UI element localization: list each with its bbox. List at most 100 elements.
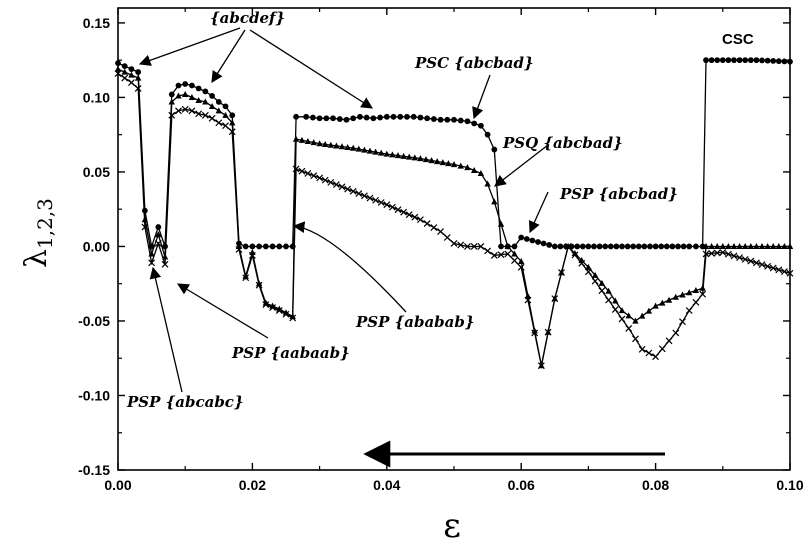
data-point (652, 353, 660, 361)
data-point (770, 58, 777, 64)
y-tick-label: 0.10 (83, 89, 110, 105)
data-point (229, 112, 236, 119)
data-point (535, 239, 541, 245)
data-point (471, 120, 478, 127)
data-point (316, 140, 323, 147)
data-point (544, 328, 552, 336)
data-point (584, 268, 592, 276)
axis-ticks: 0.00 0.02 0.04 0.06 0.08 0.10 -0.15 -0.10 -0.05 0… (78, 8, 804, 493)
data-point (753, 243, 760, 250)
data-point (134, 85, 142, 92)
data-point (222, 111, 229, 118)
data-point (731, 57, 737, 64)
annotation-arrow (528, 191, 549, 234)
data-point (255, 281, 263, 289)
data-point (736, 254, 744, 262)
x-tick-label: 0.00 (104, 477, 131, 493)
data-point (397, 113, 404, 120)
data-point (114, 70, 122, 77)
data-point (275, 307, 283, 314)
annotation-psp-ababab: PSP {ababab} (355, 313, 475, 331)
data-point (747, 243, 754, 250)
data-point (736, 243, 743, 250)
data-point (411, 154, 418, 161)
data-point (182, 81, 189, 87)
data-point (714, 57, 721, 64)
data-point (753, 57, 760, 64)
data-point (540, 240, 547, 247)
data-point (708, 249, 716, 257)
annotation-psp-abcabc: PSP {abcabc} (126, 393, 244, 411)
data-point (406, 153, 413, 160)
data-point (638, 345, 646, 353)
data-point (619, 243, 625, 250)
data-point (209, 93, 215, 99)
annotation-psp-abcbad: PSP {abcbad} (559, 185, 678, 203)
data-point (424, 115, 431, 122)
data-point (400, 152, 407, 159)
data-point (632, 335, 639, 343)
data-point (292, 165, 300, 173)
data-point (672, 293, 679, 300)
data-point (612, 297, 619, 304)
data-point (490, 251, 498, 259)
data-point (175, 92, 182, 99)
data-point (571, 250, 579, 257)
data-point (730, 252, 738, 260)
data-point (630, 243, 637, 250)
data-point (298, 136, 306, 143)
data-point (350, 115, 357, 122)
annotation-csc: CSC (722, 31, 754, 48)
data-point (665, 337, 673, 345)
data-point (764, 262, 772, 270)
data-point (719, 243, 726, 250)
data-point (591, 243, 597, 250)
data-point (235, 246, 243, 253)
data-point (175, 82, 182, 89)
data-point (332, 181, 340, 189)
data-point (195, 85, 202, 92)
data-point (304, 170, 312, 177)
data-point (708, 57, 715, 64)
data-point (195, 97, 202, 103)
data-point (752, 259, 760, 267)
data-point (155, 224, 162, 230)
data-point (780, 268, 788, 275)
data-point (470, 167, 478, 174)
data-point (457, 162, 464, 169)
data-point (585, 243, 592, 250)
data-point (366, 194, 374, 202)
annotation-psc-abcbad: PSC {abcbad} (414, 54, 534, 72)
y-tick-label: 0.15 (83, 15, 110, 31)
data-point (303, 113, 310, 120)
data-point (121, 68, 128, 75)
data-point (310, 139, 317, 146)
data-point (444, 116, 451, 123)
data-point (759, 57, 765, 64)
data-point (663, 243, 670, 250)
x-tick-label: 0.10 (776, 477, 803, 493)
x-tick-label: 0.02 (239, 477, 266, 493)
data-point (638, 312, 646, 319)
data-point (551, 295, 559, 303)
data-point (484, 131, 491, 138)
data-point (417, 114, 424, 121)
series-circle (115, 57, 793, 250)
data-point (366, 147, 374, 154)
data-point (451, 116, 457, 123)
data-point (764, 57, 771, 64)
data-point (262, 243, 269, 250)
annotation-arrow (211, 29, 246, 83)
data-point (571, 251, 579, 259)
data-point (457, 241, 465, 249)
data-point (758, 261, 766, 269)
data-point (389, 151, 396, 158)
data-point (182, 91, 189, 98)
data-point (747, 57, 754, 64)
data-point (208, 114, 216, 122)
data-point (344, 143, 351, 150)
data-point (770, 243, 777, 250)
data-point (624, 243, 631, 250)
data-point (596, 243, 603, 250)
